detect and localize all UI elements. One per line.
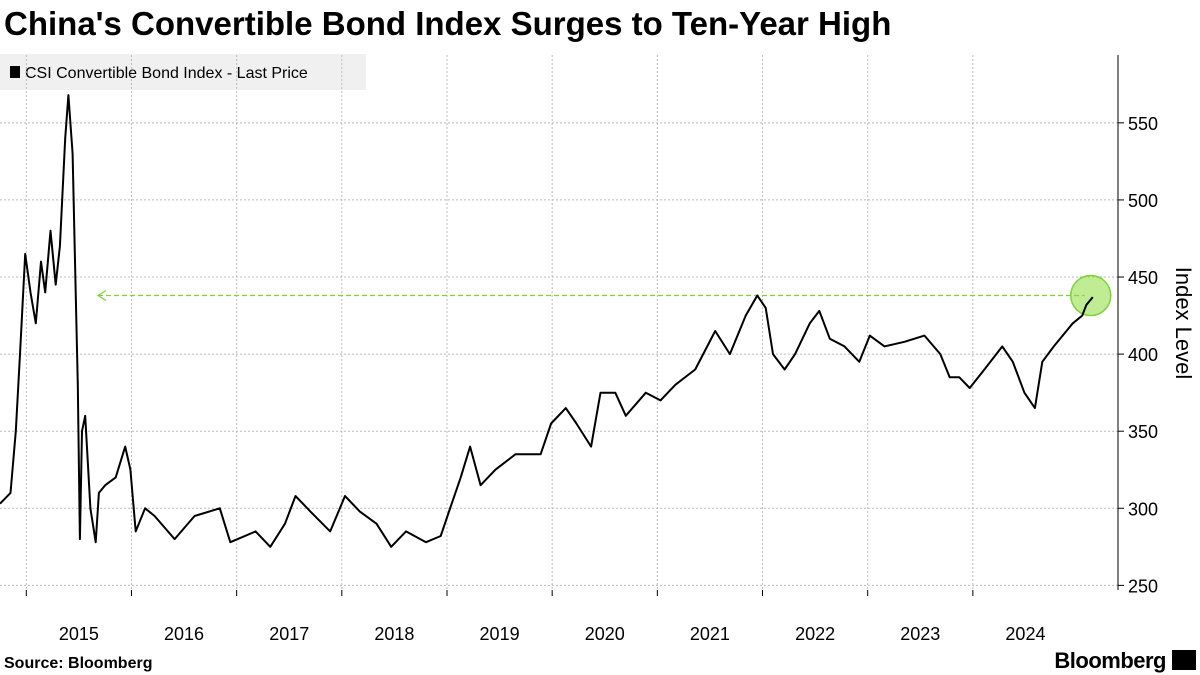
highlight-circle bbox=[1070, 274, 1112, 317]
x-tick-label: 2022 bbox=[795, 624, 835, 644]
y-tick-label: 450 bbox=[1128, 268, 1158, 288]
source: Source: Bloomberg bbox=[4, 655, 152, 672]
legend bbox=[0, 54, 366, 90]
highlight-arrow bbox=[96, 290, 107, 302]
y-tick-label: 400 bbox=[1128, 345, 1158, 365]
x-tick-label: 2018 bbox=[374, 624, 414, 644]
chart-title: China's Convertible Bond Index Surges to… bbox=[4, 5, 891, 42]
y-axis-label: Index Level bbox=[1171, 267, 1196, 380]
x-tick-label: 2016 bbox=[164, 624, 204, 644]
x-tick-label: 2017 bbox=[269, 624, 309, 644]
x-tick-label: 2021 bbox=[690, 624, 730, 644]
y-tick-label: 350 bbox=[1128, 422, 1158, 442]
y-tick-label: 550 bbox=[1128, 114, 1158, 134]
y-tick-label: 250 bbox=[1128, 576, 1158, 596]
x-tick-label: 2020 bbox=[585, 624, 625, 644]
y-tick-label: 500 bbox=[1128, 191, 1158, 211]
y-tick-label: 300 bbox=[1128, 499, 1158, 519]
line bbox=[0, 94, 1094, 548]
legend-label: CSI Convertible Bond Index - Last Price bbox=[25, 65, 308, 82]
brand-icon bbox=[1172, 650, 1196, 670]
brand: Bloomberg bbox=[1054, 648, 1166, 673]
x-tick-label: 2019 bbox=[480, 624, 520, 644]
legend-swatch bbox=[10, 66, 20, 78]
x-tick-label: 2023 bbox=[900, 624, 940, 644]
x-tick-label: 2015 bbox=[59, 624, 99, 644]
x-tick-label: 2024 bbox=[1005, 624, 1045, 644]
